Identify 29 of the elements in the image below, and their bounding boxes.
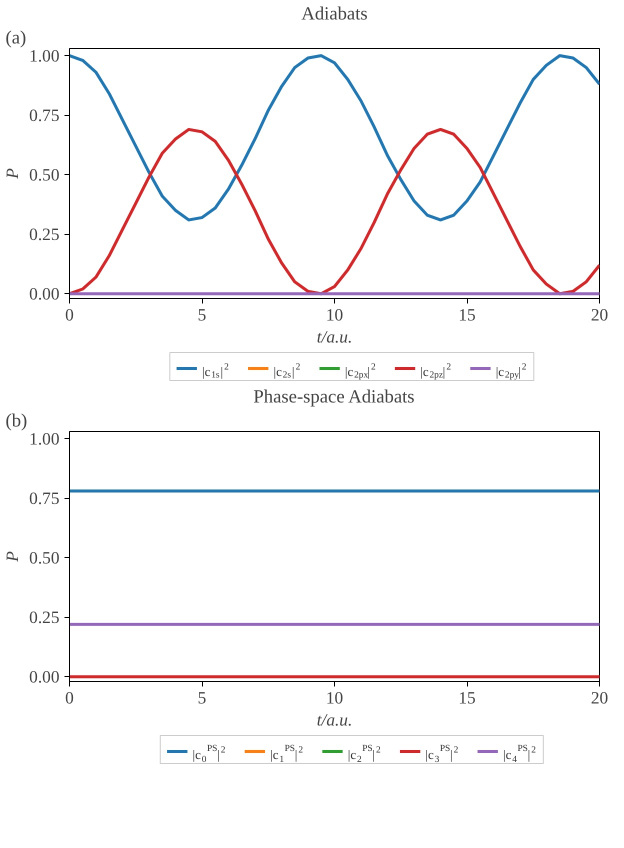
x-axis-title: t/a.u. xyxy=(316,328,352,346)
chart-title: Adiabats xyxy=(301,4,368,24)
line-series xyxy=(70,54,600,222)
x-tick-label: 15 xyxy=(458,688,476,708)
x-tick-label: 0 xyxy=(65,306,74,324)
x-tick-label: 15 xyxy=(458,306,476,324)
text: (a) xyxy=(6,28,26,48)
text: (b) xyxy=(6,410,28,432)
x-tick-label: 0 xyxy=(65,688,74,708)
x-tick-label: 20 xyxy=(590,688,608,708)
y-tick-label: 0.25 xyxy=(29,608,60,628)
y-axis-title: P xyxy=(3,550,22,563)
x-axis-title: t/a.u. xyxy=(316,710,352,730)
y-tick-label: 0.00 xyxy=(29,284,60,304)
y-axis-title: P xyxy=(3,168,22,180)
chart-title: Phase-space Adiabats xyxy=(253,386,415,408)
x-tick-label: 5 xyxy=(198,688,206,708)
x-tick-label: 10 xyxy=(326,688,344,708)
y-tick-label: 0.50 xyxy=(29,166,60,185)
x-tick-label: 10 xyxy=(326,306,344,324)
x-tick-label: 20 xyxy=(590,306,608,324)
y-tick-label: 0.75 xyxy=(29,489,60,508)
y-tick-label: 0.75 xyxy=(29,106,60,126)
y-tick-label: 0.00 xyxy=(29,668,60,687)
y-tick-label: 1.00 xyxy=(29,430,60,449)
y-tick-label: 0.25 xyxy=(29,225,60,244)
x-tick-label: 5 xyxy=(198,306,206,324)
y-tick-label: 1.00 xyxy=(29,46,60,66)
y-tick-label: 0.50 xyxy=(29,548,60,568)
